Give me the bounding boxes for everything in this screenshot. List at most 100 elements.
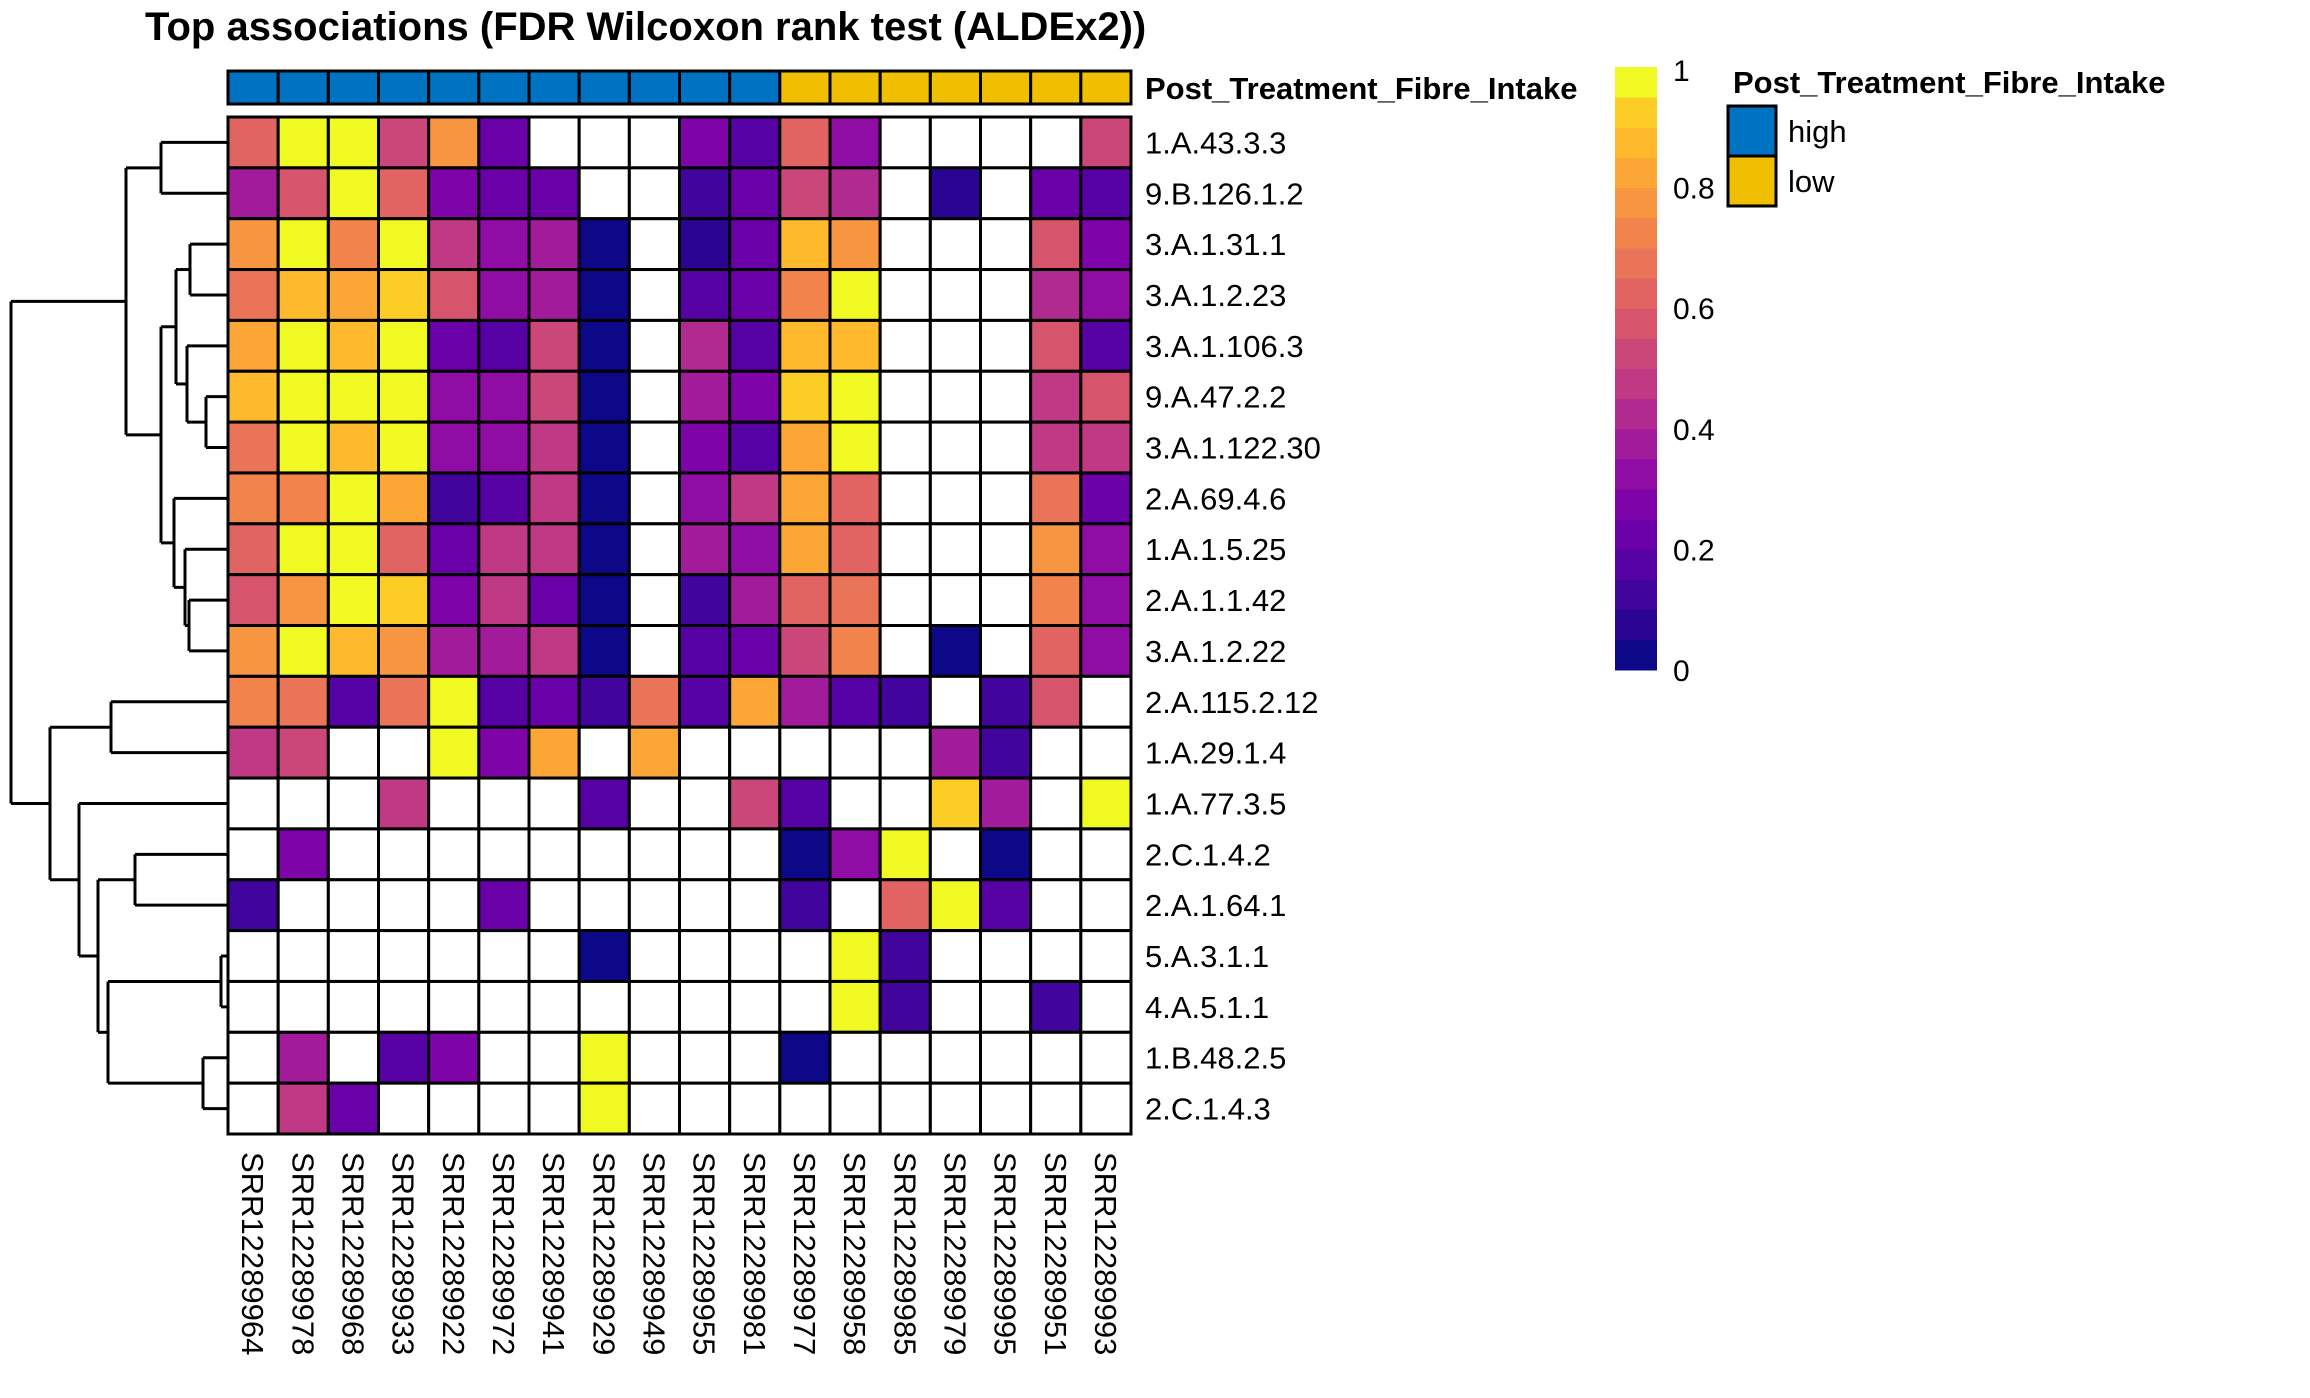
heatmap-cell [427, 522, 481, 577]
colorbar-segment [1615, 127, 1657, 158]
heatmap-cell [928, 268, 982, 322]
heatmap-cell [928, 776, 982, 831]
heatmap-cell [477, 522, 531, 577]
heatmap-cell [627, 979, 681, 1034]
heatmap-cell [828, 369, 882, 424]
heatmap-cell [627, 929, 681, 983]
heatmap-cell [326, 624, 381, 678]
column-label: SRR12289993 [1088, 1152, 1123, 1355]
heatmap-cell [1079, 1030, 1133, 1085]
heatmap-cell [878, 1081, 932, 1136]
heatmap-cell [828, 827, 882, 882]
row-label: 9.B.126.1.2 [1145, 176, 1304, 211]
heatmap-cell [226, 929, 280, 983]
heatmap-cell [326, 471, 381, 526]
heatmap-cell [276, 369, 330, 424]
heatmap-cell [678, 878, 732, 933]
heatmap-cell [1029, 420, 1083, 475]
heatmap-cell [1029, 318, 1083, 373]
row-label: 3.A.1.2.23 [1145, 278, 1286, 313]
heatmap-cell [427, 674, 481, 729]
column-labels: SRR12289964 SRR12289978 SRR12289968 SRR1228… [235, 1152, 1123, 1355]
column-label: SRR12289929 [586, 1152, 621, 1355]
heatmap-cell [577, 929, 631, 983]
heatmap-cell [778, 1030, 832, 1085]
heatmap-cell [326, 268, 381, 322]
heatmap-cell [477, 420, 531, 475]
row-label: 2.A.1.1.42 [1145, 583, 1286, 618]
colorbar-segment [1615, 67, 1657, 98]
heatmap-cell [928, 878, 982, 933]
colorbar-segment [1615, 97, 1657, 128]
heatmap-cell [1029, 522, 1083, 577]
heatmap-cell [326, 420, 381, 475]
heatmap-cell [1029, 471, 1083, 526]
row-label: 5.A.3.1.1 [1145, 939, 1269, 974]
heatmap-cell [928, 827, 982, 882]
heatmap-cell [979, 369, 1033, 424]
heatmap-cell [577, 878, 631, 933]
heatmap-cell [627, 471, 681, 526]
heatmap-cell [828, 776, 882, 831]
row-label: 2.C.1.4.3 [1145, 1092, 1271, 1127]
heatmap-cell [276, 1081, 330, 1136]
heatmap-cell [878, 471, 932, 526]
heatmap-cell [928, 929, 982, 983]
heatmap-cell [1079, 725, 1133, 780]
heatmap-cell [477, 573, 531, 628]
heatmap-cell [878, 522, 932, 577]
column-label: SRR12289977 [787, 1152, 822, 1355]
heatmap-cell [477, 115, 531, 170]
heatmap-cell [627, 827, 681, 882]
heatmap-cell [527, 979, 581, 1034]
heatmap-cell [728, 827, 782, 882]
heatmap-cell [226, 1030, 280, 1085]
heatmap-cell [527, 878, 581, 933]
colorbar-segment [1615, 338, 1657, 369]
heatmap-cell [928, 674, 982, 729]
heatmap-cell [728, 268, 782, 322]
heatmap-cell [226, 573, 280, 628]
heatmap-cell [577, 674, 631, 729]
heatmap-cell [778, 217, 832, 272]
heatmap-cell [878, 878, 932, 933]
heatmap-cell [979, 725, 1033, 780]
heatmap-cell [276, 318, 330, 373]
heatmap-cell [527, 827, 581, 882]
heatmap-cell [878, 929, 932, 983]
heatmap-cell [477, 878, 531, 933]
heatmap-cell [627, 115, 681, 170]
annotation-cell [778, 69, 832, 106]
heatmap-cell [627, 1081, 681, 1136]
heatmap-cell [527, 929, 581, 983]
heatmap-cell [678, 369, 732, 424]
heatmap-cell [276, 522, 330, 577]
heatmap-cell [527, 522, 581, 577]
heatmap-cell [226, 624, 280, 678]
heatmap-cell [728, 217, 782, 272]
heatmap-cell [728, 318, 782, 373]
heatmap-cell [276, 878, 330, 933]
annotation-cell [1079, 69, 1133, 106]
heatmap-cell [326, 522, 381, 577]
column-label: SRR12289949 [636, 1152, 671, 1355]
row-label: 3.A.1.106.3 [1145, 329, 1304, 364]
heatmap-cell [979, 827, 1033, 882]
heatmap-cell [778, 776, 832, 831]
heatmap-cell [678, 115, 732, 170]
heatmap-cell [326, 318, 381, 373]
heatmap-cell [778, 1081, 832, 1136]
heatmap-cell [728, 1081, 782, 1136]
heatmap-cell [527, 217, 581, 272]
heatmap-cell [226, 115, 280, 170]
heatmap-cell [427, 166, 481, 221]
heatmap-cell [778, 674, 832, 729]
heatmap-cell [326, 1081, 381, 1136]
heatmap-cell [828, 573, 882, 628]
heatmap-cell [226, 217, 280, 272]
heatmap-cell [678, 471, 732, 526]
heatmap-cell [427, 827, 481, 882]
row-label: 1.A.43.3.3 [1145, 125, 1286, 160]
heatmap-cell [276, 471, 330, 526]
heatmap-cell [326, 827, 381, 882]
